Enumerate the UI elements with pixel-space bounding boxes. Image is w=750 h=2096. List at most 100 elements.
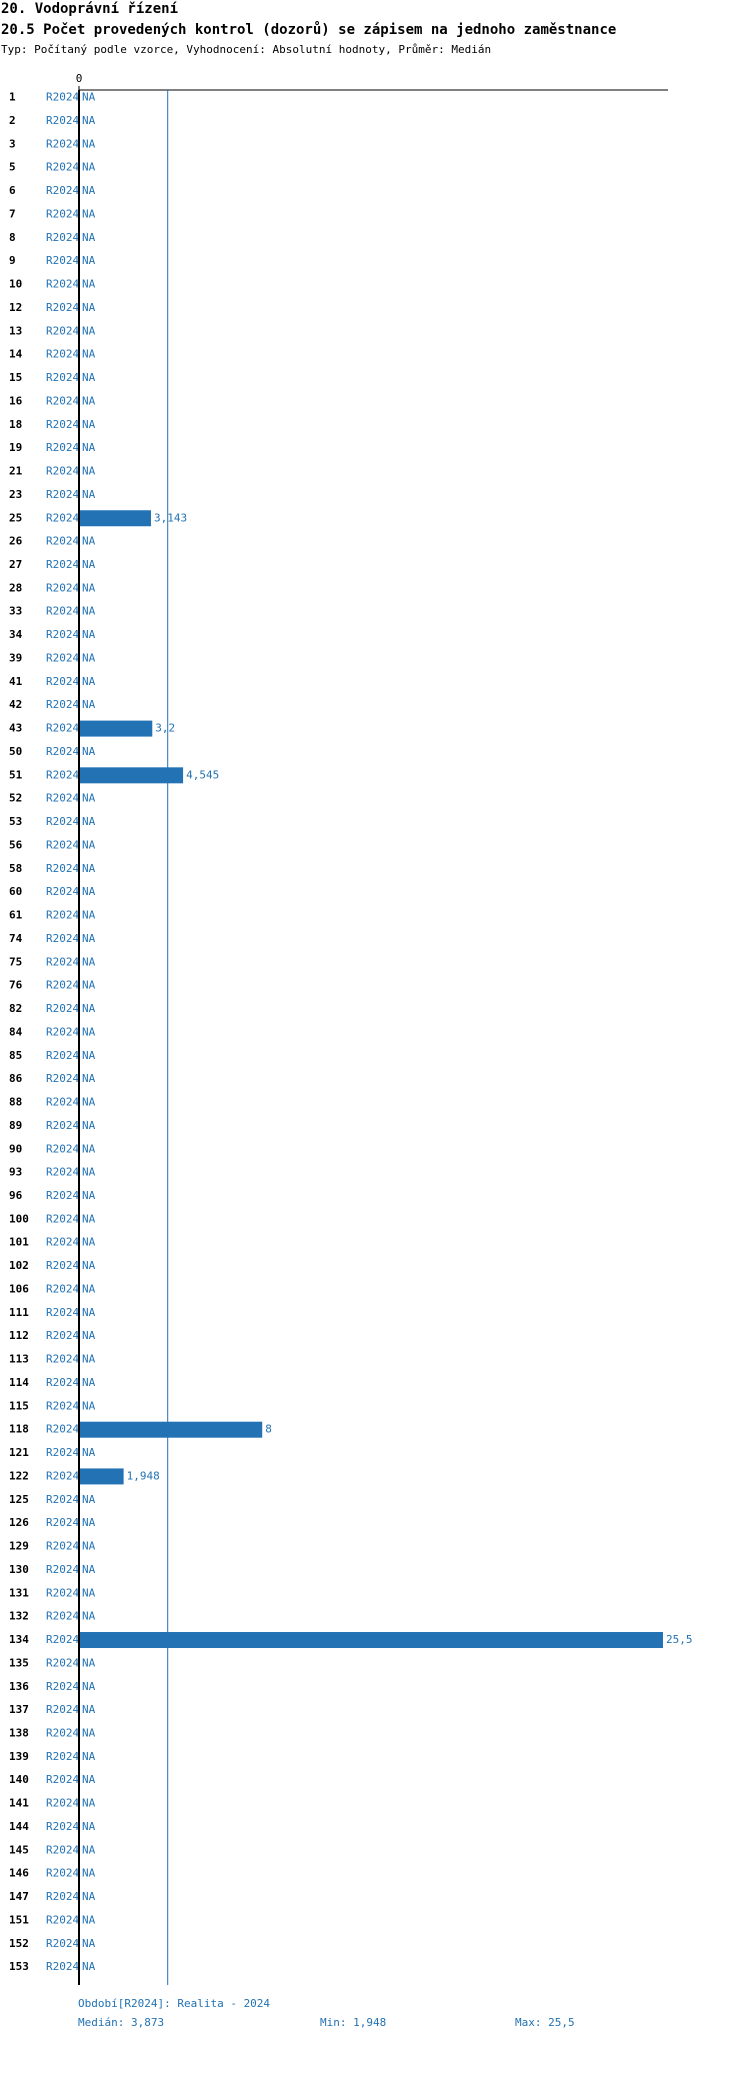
period-label: R2024: [46, 1750, 79, 1763]
value-label: NA: [82, 838, 96, 851]
value-label: NA: [82, 1072, 96, 1085]
value-label: NA: [82, 581, 96, 594]
period-label: R2024: [46, 1306, 79, 1319]
period-label: R2024: [46, 1493, 79, 1506]
period-label: R2024: [46, 581, 79, 594]
value-label: NA: [82, 441, 96, 454]
value-label: NA: [82, 1867, 96, 1880]
row-label: 60: [9, 885, 22, 898]
row-label: 23: [9, 488, 22, 501]
period-label: R2024: [46, 1540, 79, 1553]
period-label: R2024: [46, 885, 79, 898]
row-label: 134: [9, 1633, 29, 1646]
row-label: 84: [9, 1025, 23, 1038]
value-label: NA: [82, 184, 96, 197]
value-label: NA: [82, 488, 96, 501]
row-label: 52: [9, 792, 22, 805]
value-label: 4,545: [186, 768, 219, 781]
row-label: 141: [9, 1797, 29, 1810]
period-label: R2024: [46, 745, 79, 758]
row-label: 139: [9, 1750, 29, 1763]
row-label: 126: [9, 1516, 29, 1529]
period-label: R2024: [46, 675, 79, 688]
value-label: NA: [82, 207, 96, 220]
period-label: R2024: [46, 1890, 79, 1903]
value-label: NA: [82, 1656, 96, 1669]
value-label: NA: [82, 1820, 96, 1833]
period-label: R2024: [46, 1212, 79, 1225]
row-label: 96: [9, 1189, 23, 1202]
row-label: 153: [9, 1960, 29, 1973]
period-label: R2024: [46, 1633, 79, 1646]
period-label: R2024: [46, 1423, 79, 1436]
row-label: 90: [9, 1142, 22, 1155]
period-label: R2024: [46, 324, 79, 337]
row-label: 16: [9, 394, 23, 407]
value-label: NA: [82, 909, 96, 922]
period-label: R2024: [46, 535, 79, 548]
chart-note: Typ: Počítaný podle vzorce, Vyhodnocení:…: [1, 43, 491, 56]
row-label: 43: [9, 722, 22, 735]
period-label: R2024: [46, 231, 79, 244]
row-label: 26: [9, 535, 23, 548]
row-label: 3: [9, 137, 16, 150]
period-label: R2024: [46, 1399, 79, 1412]
row-label: 93: [9, 1166, 22, 1179]
value-label: NA: [82, 675, 96, 688]
row-label: 112: [9, 1329, 29, 1342]
row-label: 18: [9, 418, 22, 431]
row-label: 85: [9, 1049, 22, 1062]
period-label: R2024: [46, 91, 79, 104]
row-label: 9: [9, 254, 16, 267]
period-label: R2024: [46, 1867, 79, 1880]
value-label: NA: [82, 324, 96, 337]
value-label: NA: [82, 1703, 96, 1716]
row-label: 27: [9, 558, 22, 571]
value-label: NA: [82, 1376, 96, 1389]
row-label: 75: [9, 955, 22, 968]
value-label: NA: [82, 651, 96, 664]
value-label: NA: [82, 1563, 96, 1576]
value-label: NA: [82, 371, 96, 384]
period-label: R2024: [46, 768, 79, 781]
period-label: R2024: [46, 161, 79, 174]
bar: [79, 767, 184, 784]
value-label: 25,5: [666, 1633, 693, 1646]
period-label: R2024: [46, 1586, 79, 1599]
period-label: R2024: [46, 722, 79, 735]
row-label: 28: [9, 581, 22, 594]
period-label: R2024: [46, 628, 79, 641]
value-label: NA: [82, 605, 96, 618]
row-label: 135: [9, 1656, 29, 1669]
row-label: 152: [9, 1937, 29, 1950]
row-label: 74: [9, 932, 23, 945]
row-label: 138: [9, 1727, 29, 1740]
row-label: 34: [9, 628, 23, 641]
row-label: 53: [9, 815, 22, 828]
period-label: R2024: [46, 1096, 79, 1109]
row-label: 50: [9, 745, 22, 758]
value-label: NA: [82, 1212, 96, 1225]
period-label: R2024: [46, 1119, 79, 1132]
value-label: NA: [82, 1306, 96, 1319]
row-label: 121: [9, 1446, 29, 1459]
row-label: 76: [9, 979, 23, 992]
value-label: NA: [82, 1353, 96, 1366]
value-label: NA: [82, 1493, 96, 1506]
row-label: 144: [9, 1820, 29, 1833]
row-label: 146: [9, 1867, 29, 1880]
value-label: NA: [82, 1750, 96, 1763]
period-label: R2024: [46, 1446, 79, 1459]
row-label: 19: [9, 441, 22, 454]
row-label: 21: [9, 465, 23, 478]
value-label: NA: [82, 465, 96, 478]
row-label: 113: [9, 1353, 29, 1366]
period-label: R2024: [46, 1610, 79, 1623]
period-label: R2024: [46, 278, 79, 291]
value-label: NA: [82, 1727, 96, 1740]
period-label: R2024: [46, 698, 79, 711]
period-label: R2024: [46, 1025, 79, 1038]
x-tick-label: 0: [76, 72, 83, 85]
row-label: 58: [9, 862, 22, 875]
value-label: NA: [82, 1189, 96, 1202]
